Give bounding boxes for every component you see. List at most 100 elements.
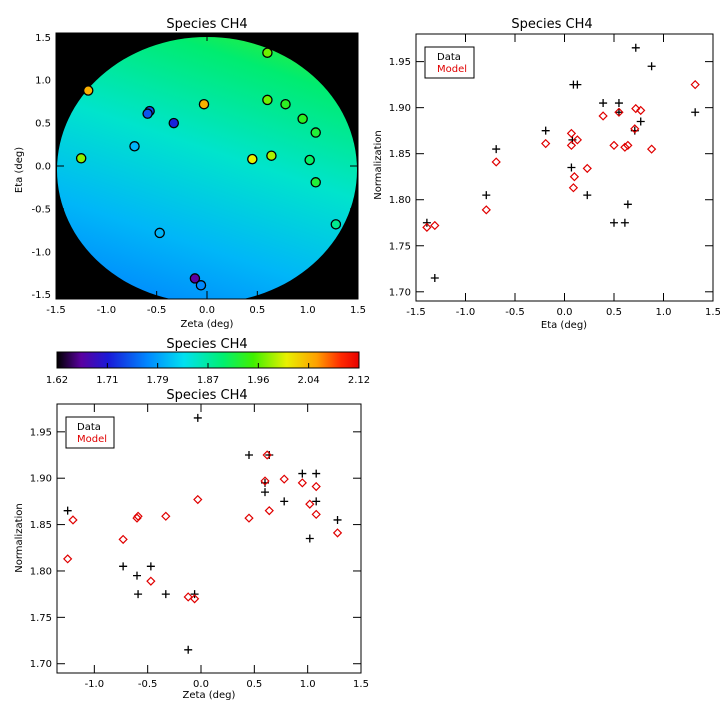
zeta-data-point [312,469,321,478]
zeta-legend: Data Model [65,416,115,449]
colorbar-ticks: 1.62 1.71 1.79 1.87 1.96 2.04 2.12 [46,363,370,386]
zeta-ytick-label: 1.85 [30,520,52,531]
zeta-xtick-label: -1.0 [85,679,105,690]
eta-title: Species CH4 [511,17,592,32]
eta-x-axis: -1.5 -1.0 -0.5 0.0 0.5 1.0 1.5 [406,34,720,318]
zeta-data-point [280,497,289,506]
zeta-model-point [63,554,73,564]
zeta-legend-box [65,416,115,449]
eta-ytick-label: 1.95 [389,57,411,68]
zeta-title: Species CH4 [166,388,247,403]
colorbar-tick-label: 1.96 [247,375,269,386]
eta-model-point [636,105,646,116]
map-y-axis: -1.5 -1.0 -0.5 0.0 0.5 1.0 1.5 [31,33,358,301]
map-xtick-label: 1.0 [300,305,316,316]
zeta-data-point [265,451,274,460]
eta-data-point [614,108,623,117]
zeta-model-point [146,576,156,586]
eta-data-point [583,191,592,200]
zeta-ytick-label: 1.75 [30,613,52,624]
zeta-data-point [63,506,72,515]
eta-model-point [430,220,440,231]
map-xtick-label: -1.0 [97,305,117,316]
map-point [142,108,153,119]
zeta-model-point [183,592,193,602]
map-point [266,150,277,161]
eta-model-point [631,103,641,114]
eta-data-point [636,117,645,126]
eta-data-point [482,191,491,200]
zeta-ytick-label: 1.90 [30,474,52,485]
map-title: Species CH4 [166,17,247,32]
zeta-data-point [193,413,202,422]
map-xtick-label: 0.0 [199,305,215,316]
eta-xtick-label: 0.0 [557,307,573,318]
map-ytick-label: -0.5 [31,204,51,215]
map-point [195,280,207,291]
zeta-x-axis: -1.0 -0.5 0.0 0.5 1.0 1.5 [85,404,369,690]
zeta-model-point [189,594,200,604]
zeta-data-point [134,590,143,599]
zeta-ytick-label: 1.80 [30,566,52,577]
colorbar-tick-label: 2.12 [348,375,370,386]
eta-data-point [430,273,439,282]
zeta-legend-data: Data [77,422,101,433]
map-point [310,127,321,138]
zeta-data-point [261,488,269,497]
eta-model-point [568,183,579,193]
zeta-data-point [333,515,342,524]
zeta-data-point [298,469,307,478]
eta-legend-data: Data [437,52,461,63]
eta-model-point [569,172,580,182]
colorbar-tick-label: 2.04 [298,375,320,386]
zeta-model-point [305,499,315,509]
zeta-model-point [297,478,307,488]
zeta-data-point [161,590,170,599]
zeta-xtick-label: 1.5 [353,679,369,690]
zeta-model-point [332,528,343,538]
zeta-data-point [312,497,321,506]
map-ylabel: Eta (deg) [14,147,25,193]
zeta-data-point [119,562,128,571]
eta-data-point [631,43,640,52]
eta-model-point [690,79,700,90]
map-point [189,273,201,284]
eta-data-point [567,163,576,172]
map-x-axis: -1.5 -1.0 -0.5 0.0 0.5 1.0 1.5 [46,33,366,316]
map-point [154,227,165,239]
colorbar-tick-label: 1.79 [147,375,169,386]
map-point [82,85,94,96]
map-point [310,177,321,188]
eta-data-point [492,145,501,154]
zeta-ylabel: Normalization [14,503,25,573]
map-point [297,113,308,125]
map-point [330,219,342,230]
eta-model-point [541,138,551,149]
eta-xtick-label: -1.0 [456,307,476,318]
zeta-model-point [279,474,289,484]
zeta-model-point [244,513,254,523]
map-point [129,141,140,152]
eta-data-point [614,99,623,108]
zeta-xtick-label: 1.0 [300,679,316,690]
map-ytick-label: 0.5 [35,119,51,130]
zeta-ytick-label: 1.95 [30,427,52,438]
map-point [198,98,210,110]
eta-ytick-label: 1.80 [389,195,411,206]
zeta-ytick-label: 1.70 [30,659,52,670]
eta-model-point [609,140,619,151]
map-xtick-label: -1.5 [46,305,66,316]
map-points [75,47,342,291]
map-point [280,98,291,110]
zeta-model-point [262,450,272,460]
eta-ytick-label: 1.90 [389,103,411,114]
map-point [75,153,87,164]
zeta-data-point [133,571,141,580]
zeta-model-point [260,476,270,486]
zeta-model-point [133,511,143,521]
zeta-model-point [118,534,128,545]
zeta-model-point [68,515,78,525]
eta-xlabel: Eta (deg) [541,320,587,331]
eta-model-point [491,157,501,167]
